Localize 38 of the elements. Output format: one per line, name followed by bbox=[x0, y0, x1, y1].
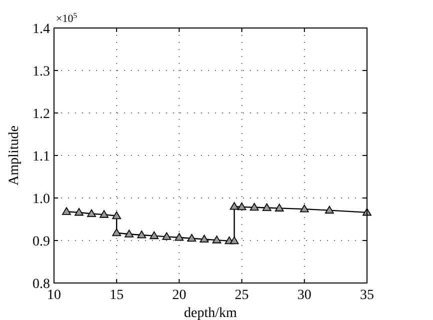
point bbox=[150, 231, 159, 240]
y-tick-label: 1.0 bbox=[32, 192, 50, 207]
point bbox=[250, 202, 259, 211]
x-tick-label: 35 bbox=[360, 288, 374, 303]
y-tick-label: 1.1 bbox=[32, 150, 50, 164]
point bbox=[262, 203, 272, 212]
y-tick-label: 0.8 bbox=[32, 277, 50, 292]
point bbox=[62, 207, 71, 215]
x-tick-label: 10 bbox=[47, 288, 61, 303]
y-axis-title: Amplitude bbox=[7, 126, 22, 186]
point bbox=[230, 202, 239, 210]
point bbox=[74, 208, 84, 216]
point bbox=[187, 234, 196, 242]
point bbox=[100, 210, 109, 218]
y-tick-label: 1.4 bbox=[32, 22, 50, 37]
point bbox=[124, 230, 134, 238]
y-tick-label: 1.2 bbox=[32, 107, 50, 122]
point bbox=[212, 236, 222, 244]
point bbox=[112, 211, 122, 220]
x-tick-label: 30 bbox=[297, 288, 312, 303]
x-tick-label: 15 bbox=[110, 288, 124, 303]
point bbox=[200, 234, 209, 242]
x-tick-label: 25 bbox=[234, 288, 249, 303]
point bbox=[274, 204, 284, 212]
point bbox=[137, 230, 146, 238]
y-tick-label: 0.9 bbox=[32, 234, 50, 250]
point bbox=[112, 228, 122, 236]
point bbox=[87, 209, 96, 217]
point bbox=[162, 232, 172, 240]
y-tick-label: 1.3 bbox=[32, 64, 50, 80]
text: ×10$^{5}$ bbox=[56, 10, 78, 25]
point bbox=[230, 236, 239, 244]
x-tick-label: 20 bbox=[172, 288, 186, 303]
point bbox=[300, 204, 309, 212]
x-axis-title: depth/km bbox=[184, 306, 238, 320]
point bbox=[174, 233, 184, 241]
point bbox=[324, 206, 334, 214]
point bbox=[237, 202, 246, 210]
